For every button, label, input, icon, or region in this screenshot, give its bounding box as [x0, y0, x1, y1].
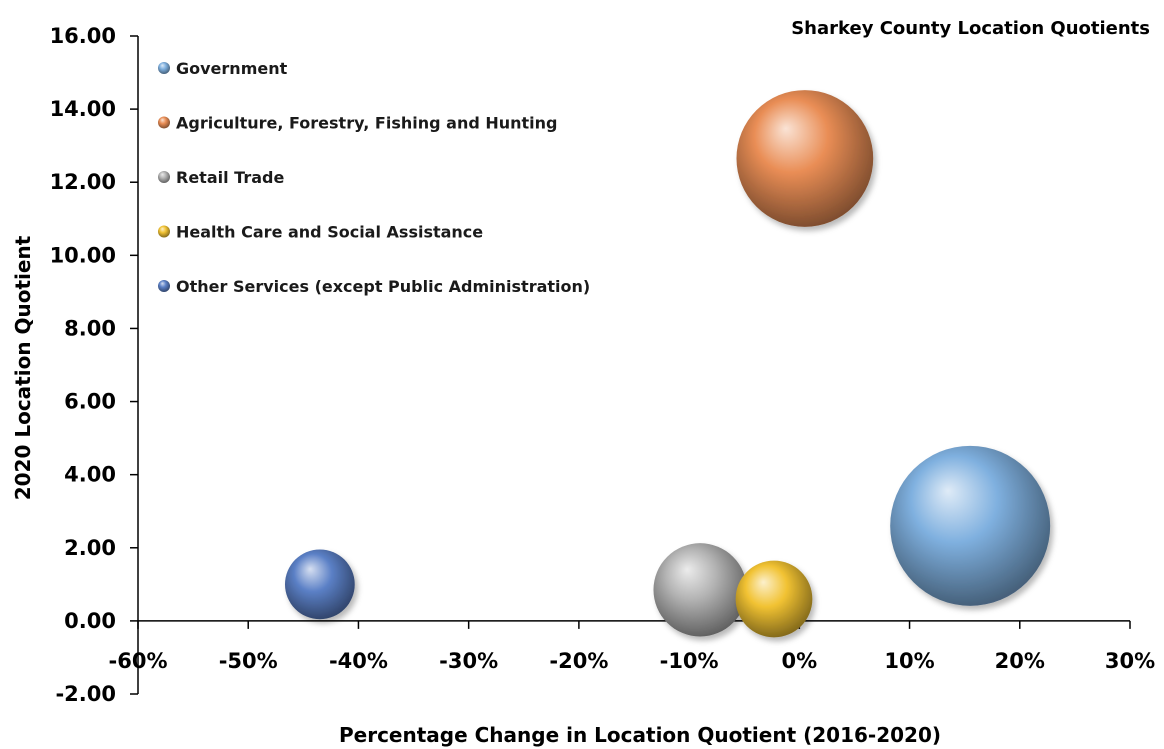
x-tick-label: 0% — [782, 649, 818, 673]
bubbles — [284, 90, 1051, 638]
bubble-agriculture-forestry-fishing-and-hunting — [736, 90, 874, 227]
legend-item: Other Services (except Public Administra… — [158, 277, 590, 296]
chart-title: Sharkey County Location Quotients — [791, 18, 1150, 39]
bubble-retail-trade — [653, 543, 747, 637]
legend-marker — [158, 116, 170, 129]
legend-marker — [158, 280, 170, 292]
legend-item: Health Care and Social Assistance — [158, 223, 483, 242]
y-tick-label: 4.00 — [64, 463, 116, 487]
x-tick-label: 30% — [1105, 649, 1155, 673]
y-tick-label: 10.00 — [50, 243, 116, 267]
legend-label: Other Services (except Public Administra… — [176, 277, 590, 296]
y-tick-label: 16.00 — [50, 24, 116, 48]
legend-label: Health Care and Social Assistance — [176, 223, 483, 242]
legend-label: Agriculture, Forestry, Fishing and Hunti… — [176, 114, 558, 133]
x-tick-label: -50% — [219, 649, 278, 673]
x-tick-label: -60% — [109, 649, 168, 673]
y-tick-label: 8.00 — [64, 316, 116, 340]
legend-label: Government — [176, 59, 288, 78]
legend-item: Retail Trade — [158, 168, 284, 187]
y-tick-label: 2.00 — [64, 536, 116, 560]
y-tick-label: 6.00 — [64, 390, 116, 414]
legend-item: Agriculture, Forestry, Fishing and Hunti… — [158, 114, 558, 133]
y-tick-label: 0.00 — [64, 609, 116, 633]
legend-marker — [158, 62, 170, 74]
bubble-other-services-except-public-administration — [284, 549, 355, 620]
x-tick-label: -30% — [439, 649, 498, 673]
axes: -2.00 0.00 2.00 4.00 6.00 8.00 10.00 12.00 14.00… — [50, 24, 1156, 706]
y-tick-label: -2.00 — [55, 682, 116, 706]
legend-label: Retail Trade — [176, 168, 284, 187]
bubble-health-care-and-social-assistance — [735, 560, 813, 638]
x-tick-label: -10% — [660, 649, 719, 673]
x-tick-label: -40% — [329, 649, 388, 673]
legend: Government Agriculture, Forestry, Fishing… — [158, 59, 590, 296]
legend-marker — [158, 171, 170, 183]
y-axis-title: 2020 Location Quotient — [11, 235, 35, 500]
y-tick-label: 14.00 — [50, 97, 116, 121]
y-tick-label: 12.00 — [50, 170, 116, 194]
legend-marker — [158, 225, 170, 238]
bubble-government — [890, 445, 1051, 606]
x-tick-label: 20% — [995, 649, 1045, 673]
x-axis-title: Percentage Change in Location Quotient (… — [339, 723, 941, 747]
x-tick-label: 10% — [884, 649, 934, 673]
legend-item: Government — [158, 59, 288, 78]
x-tick-label: -20% — [549, 649, 608, 673]
